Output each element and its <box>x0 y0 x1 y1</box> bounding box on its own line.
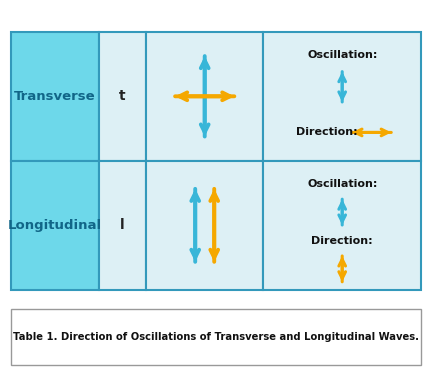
Text: Oscillation:: Oscillation: <box>307 50 378 60</box>
Bar <box>263 32 421 161</box>
Text: l: l <box>121 218 125 232</box>
Text: Direction:: Direction: <box>311 236 373 246</box>
Text: Direction:: Direction: <box>296 128 358 137</box>
Bar <box>263 161 421 290</box>
Bar <box>146 161 263 290</box>
Text: Transverse: Transverse <box>14 90 96 103</box>
Bar <box>11 309 421 365</box>
Text: Oscillation:: Oscillation: <box>307 179 378 189</box>
Bar <box>99 161 146 290</box>
Text: Table 1. Direction of Oscillations of Transverse and Longitudinal Waves.: Table 1. Direction of Oscillations of Tr… <box>13 332 419 341</box>
Bar <box>99 32 146 161</box>
Bar <box>11 32 99 161</box>
Text: t: t <box>119 89 126 103</box>
Text: Longitudinal: Longitudinal <box>8 219 102 232</box>
Bar <box>11 161 99 290</box>
Bar <box>146 32 263 161</box>
